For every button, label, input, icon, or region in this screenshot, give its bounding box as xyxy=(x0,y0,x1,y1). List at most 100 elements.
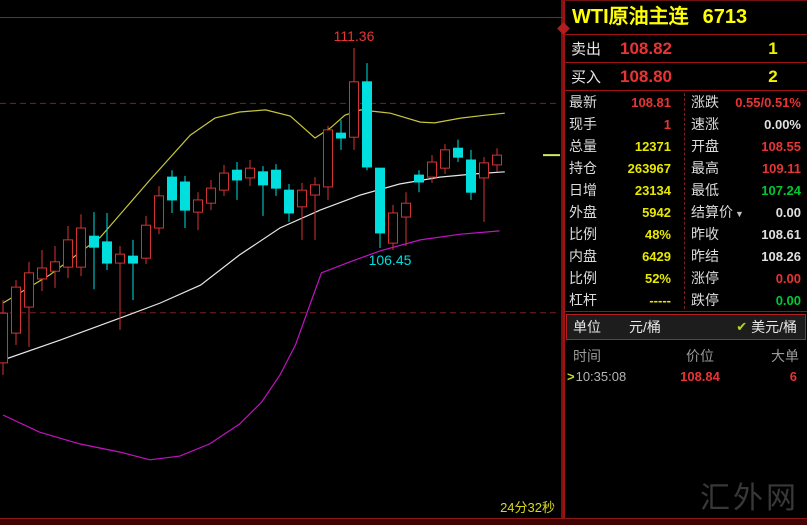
trade-marker-icon: > xyxy=(567,368,575,384)
stat-row-open: 开盘 108.55 xyxy=(687,135,807,157)
trade-time: 10:35:08 xyxy=(575,368,627,384)
stat-value-settlement: 0.00 xyxy=(775,204,801,220)
trade-header-time: 时间 xyxy=(573,348,601,364)
candle-down xyxy=(89,235,99,248)
candle-up xyxy=(427,161,437,178)
candle-up xyxy=(245,167,255,179)
candle-up xyxy=(492,154,502,166)
stat-row-total-volume: 总量 12371 xyxy=(565,135,683,157)
stat-label-limit-up: 涨停 xyxy=(691,270,719,286)
stat-row-daily-increase: 日增 23134 xyxy=(565,179,683,201)
trade-header-price: 价位 xyxy=(686,348,714,364)
stat-value-inner-volume: 6429 xyxy=(642,248,671,264)
ask-price[interactable]: 108.82 xyxy=(620,38,672,58)
stat-value-daily-increase: 23134 xyxy=(634,182,671,198)
stat-value-outer-volume: 5942 xyxy=(642,204,671,220)
bid-label: 买入 xyxy=(571,69,602,86)
stat-label-outer-volume: 外盘 xyxy=(569,204,597,220)
candle-up xyxy=(297,189,307,208)
stat-value-current-volume: 1 xyxy=(663,116,671,132)
candle-up xyxy=(310,184,320,196)
unit-option-cny[interactable]: 元/桶 xyxy=(629,319,661,335)
stat-label-daily-increase: 日增 xyxy=(569,182,597,198)
overlay-band-magenta xyxy=(2,230,500,461)
candle-up xyxy=(206,187,216,204)
stat-row-settlement: 结算价 ▼ 0.00 xyxy=(687,201,807,223)
stat-label-low: 最低 xyxy=(691,182,719,198)
candle-up xyxy=(63,239,73,268)
candle-up xyxy=(219,172,229,191)
stat-value-limit-down: 0.00 xyxy=(775,292,801,308)
unit-label: 单位 xyxy=(573,319,601,335)
high-price-label: 111.36 xyxy=(334,28,375,44)
stat-label-latest: 最新 xyxy=(569,94,597,110)
candle-down xyxy=(258,171,268,186)
candle-up xyxy=(440,149,450,169)
stat-value-leverage: ----- xyxy=(649,292,671,308)
candle-up xyxy=(401,202,411,218)
stat-row-latest: 最新 108.81 xyxy=(565,91,683,113)
stat-label-outer-ratio: 比例 xyxy=(569,226,597,242)
unit-option-usd-label: 美元/桶 xyxy=(751,319,797,335)
candle-up xyxy=(37,267,47,280)
candle-down xyxy=(375,167,385,234)
trade-price: 108.84 xyxy=(680,368,720,384)
stat-label-high: 最高 xyxy=(691,160,719,176)
stat-row-inner-volume: 内盘 6429 xyxy=(565,245,683,267)
candle-down xyxy=(362,81,372,168)
candle-down xyxy=(336,132,346,139)
bid-price[interactable]: 108.80 xyxy=(620,66,672,86)
stat-label-open-interest: 持仓 xyxy=(569,160,597,176)
low-price-label: 106.45 xyxy=(369,252,412,268)
stats-grid: 最新 108.81 现手 1 总量 12371 持仓 263967 日增 23134 外盘 5942 比… xyxy=(565,91,807,312)
candle-up xyxy=(76,227,86,268)
candle-down xyxy=(167,176,177,201)
stat-row-current-volume: 现手 1 xyxy=(565,113,683,135)
unit-option-usd[interactable]: ✔ 美元/桶 xyxy=(736,317,805,337)
stat-row-prev-settlement: 昨结 108.26 xyxy=(687,245,807,267)
stats-column-divider xyxy=(684,93,685,309)
quote-panel: WTI原油主连 6713 卖出 108.82 1 买入 108.80 2 最新 10… xyxy=(557,0,807,525)
stat-label-speed: 速涨 xyxy=(691,116,719,132)
candle-down xyxy=(271,169,281,189)
stat-value-prev-settlement: 108.26 xyxy=(761,248,801,264)
candle-down xyxy=(453,147,463,158)
stat-value-latest: 108.81 xyxy=(631,94,671,110)
candle-down xyxy=(232,169,242,181)
candle-up xyxy=(349,81,359,138)
candle-down xyxy=(284,189,294,214)
candle-up xyxy=(154,195,164,229)
ask-label: 卖出 xyxy=(571,41,602,58)
candlestick-chart-panel[interactable]: 111.36 106.45 24分32秒 xyxy=(0,0,563,525)
stat-value-change: 0.55/0.51% xyxy=(735,94,801,110)
trade-size: 6 xyxy=(789,368,797,384)
stat-value-open-interest: 263967 xyxy=(627,160,671,176)
stat-row-outer-ratio: 比例 48% xyxy=(565,223,683,245)
check-icon: ✔ xyxy=(736,319,748,334)
trade-header-size: 大单 xyxy=(771,348,799,364)
contract-code: 6713 xyxy=(702,6,748,28)
instrument-name: WTI原油主连 xyxy=(572,6,689,28)
stat-row-prev-close: 昨收 108.61 xyxy=(687,223,807,245)
bottom-strip xyxy=(0,518,807,525)
bar-countdown: 24分32秒 xyxy=(500,500,555,515)
candle-down xyxy=(102,241,112,264)
candle-up xyxy=(479,162,489,179)
candle-down xyxy=(414,174,424,183)
candle-up xyxy=(50,261,60,272)
stat-row-inner-ratio: 比例 52% xyxy=(565,267,683,289)
unit-row: 单位 元/桶 ✔ 美元/桶 xyxy=(566,314,806,340)
stat-label-settlement: 结算价 ▼ xyxy=(691,204,744,220)
stat-label-prev-close: 昨收 xyxy=(691,226,719,242)
overlay-ma-yellow xyxy=(2,109,505,304)
candle-up xyxy=(0,312,8,364)
stat-value-prev-close: 108.61 xyxy=(761,226,801,242)
stat-value-total-volume: 12371 xyxy=(634,138,671,154)
stat-row-limit-up: 涨停 0.00 xyxy=(687,267,807,289)
stat-value-speed: 0.00% xyxy=(764,116,801,132)
settlement-dropdown-icon[interactable]: ▼ xyxy=(735,209,744,219)
candle-up xyxy=(141,224,151,259)
candle-up xyxy=(323,129,333,188)
stat-row-leverage: 杠杆 ----- xyxy=(565,289,683,311)
price-chart[interactable]: 111.36 106.45 xyxy=(0,0,563,525)
